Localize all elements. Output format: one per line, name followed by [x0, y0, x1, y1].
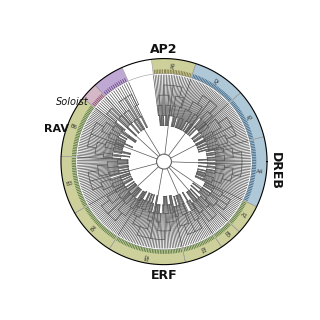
Text: B6: B6 — [69, 123, 78, 131]
Text: AP2: AP2 — [150, 43, 178, 56]
Text: B5: B5 — [223, 230, 232, 239]
Text: A6: A6 — [171, 61, 177, 69]
Text: ERF: ERF — [151, 268, 177, 282]
Polygon shape — [61, 156, 88, 213]
Polygon shape — [191, 64, 241, 103]
Text: RAV: RAV — [44, 124, 69, 134]
Polygon shape — [243, 137, 267, 207]
Text: B3: B3 — [66, 180, 74, 187]
Text: A2: A2 — [214, 77, 222, 86]
Text: A5: A5 — [246, 114, 254, 122]
Polygon shape — [83, 85, 105, 107]
Polygon shape — [229, 93, 264, 140]
Polygon shape — [109, 236, 185, 265]
Polygon shape — [151, 59, 196, 78]
Text: B4: B4 — [90, 225, 99, 233]
Text: A1: A1 — [240, 212, 249, 220]
Polygon shape — [228, 200, 257, 232]
Text: A4: A4 — [256, 169, 264, 175]
Text: Soloist: Soloist — [56, 97, 89, 107]
Polygon shape — [95, 68, 128, 96]
Polygon shape — [75, 206, 117, 249]
Polygon shape — [182, 235, 222, 262]
Text: DREB: DREB — [269, 152, 282, 190]
Polygon shape — [213, 222, 239, 247]
Text: B2: B2 — [144, 253, 150, 261]
Text: B1: B1 — [198, 246, 205, 255]
Polygon shape — [61, 98, 95, 157]
